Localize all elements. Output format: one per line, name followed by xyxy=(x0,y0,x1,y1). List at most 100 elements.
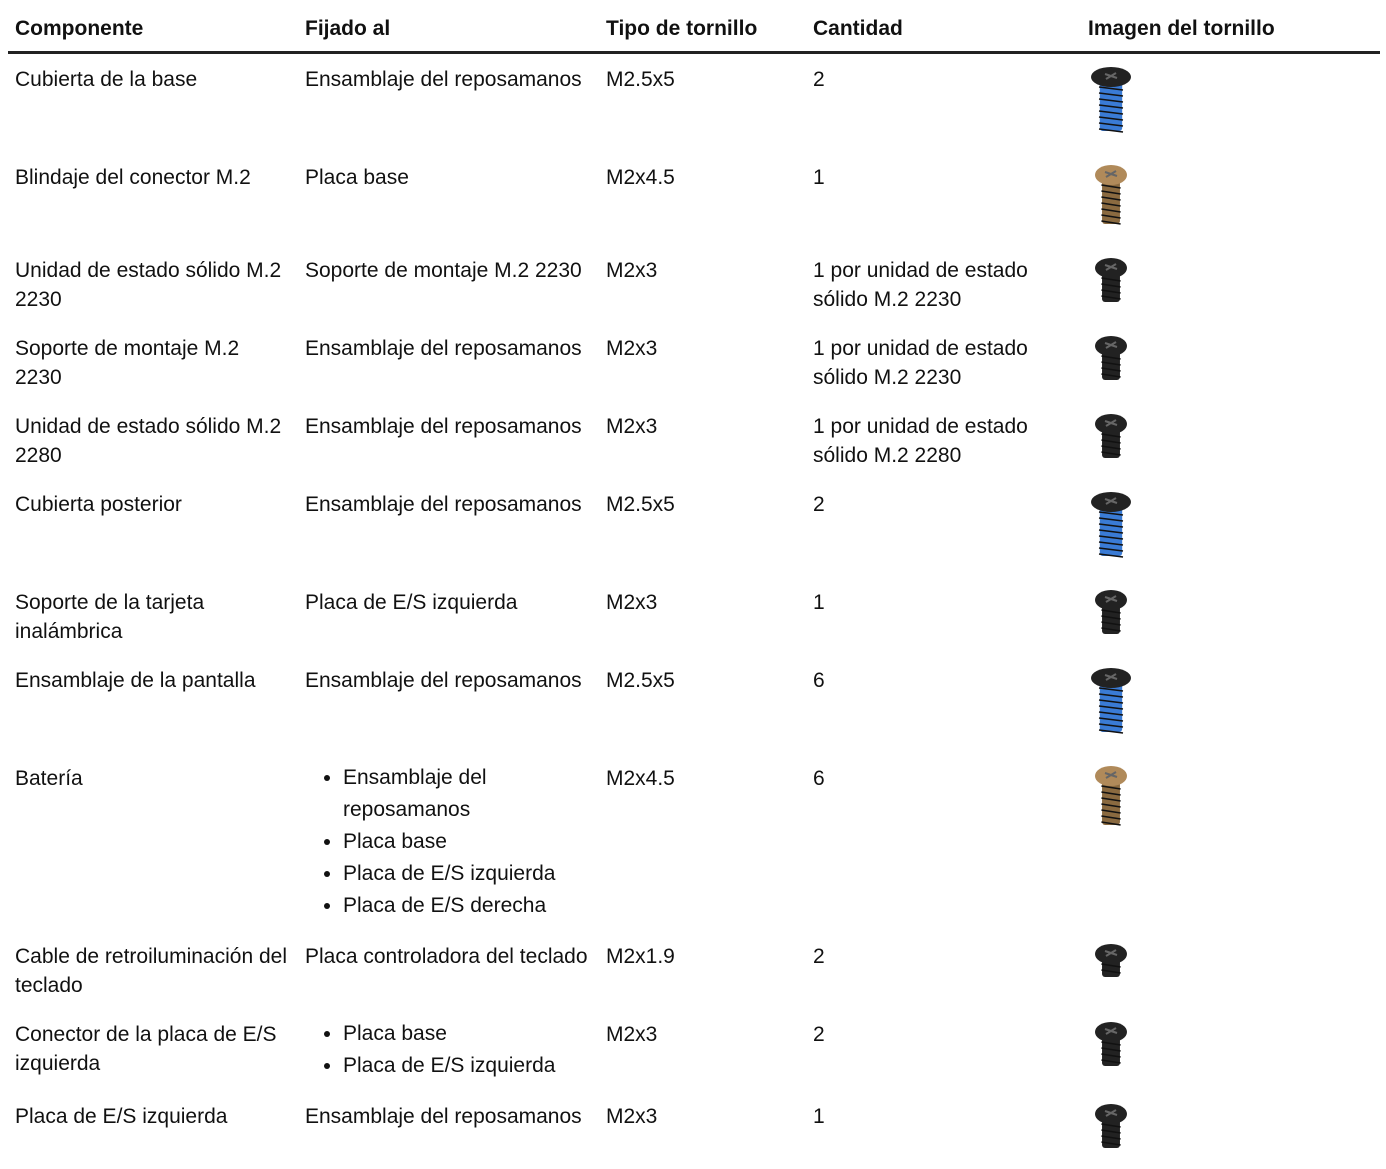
image-cell xyxy=(1081,479,1380,577)
cell: 2 xyxy=(813,68,825,91)
cell: Placa de E/S izquierda xyxy=(305,591,518,614)
column-header: Componente xyxy=(8,12,298,54)
column-header: Cantidad xyxy=(806,12,1081,54)
bullet-list: Placa basePlaca de E/S izquierda xyxy=(305,1018,592,1082)
image-cell xyxy=(1081,323,1380,401)
cell: Unidad de estado sólido M.2 2230 xyxy=(15,259,282,311)
cell: Cubierta de la base xyxy=(15,68,198,91)
cell: Blindaje del conector M.2 xyxy=(15,166,251,189)
bullet-item: Placa de E/S izquierda xyxy=(343,1050,592,1082)
bullet-item: Placa base xyxy=(343,826,592,858)
table-row: Soporte de la tarjeta inalámbrica Placa d… xyxy=(8,577,1380,655)
screw-image xyxy=(1095,336,1127,380)
image-cell xyxy=(1081,753,1380,931)
screw-image xyxy=(1095,1022,1127,1066)
bullet-item: Placa base xyxy=(343,1018,592,1050)
page: Componente Fijado al Tipo de tornillo Canti… xyxy=(0,0,1386,1126)
image-cell xyxy=(1081,1009,1380,1091)
cell: M2.5x5 xyxy=(606,68,675,91)
bullet-item: Placa de E/S izquierda xyxy=(343,858,592,890)
bullet-list: Ensamblaje del reposamanosPlaca basePlac… xyxy=(305,762,592,922)
cell: Cable de retroiluminación del teclado xyxy=(15,945,287,997)
table-row: Soporte de montaje M.2 2230 Ensamblaje de… xyxy=(8,323,1380,401)
cell: Placa de E/S izquierda xyxy=(15,1105,228,1128)
image-cell xyxy=(1081,53,1380,153)
table-row: Ensamblaje de la pantalla Ensamblaje del … xyxy=(8,655,1380,753)
cell: M2x3 xyxy=(606,337,658,360)
screw-image xyxy=(1095,414,1127,458)
cell: 6 xyxy=(813,767,825,790)
cell: Ensamblaje del reposamanos xyxy=(305,337,582,360)
cell: Ensamblaje de la pantalla xyxy=(15,669,256,692)
column-header: Imagen del tornillo xyxy=(1081,12,1380,54)
cell: 6 xyxy=(813,669,825,692)
image-cell xyxy=(1081,152,1380,245)
cell: 2 xyxy=(813,1023,825,1046)
header-row: Componente Fijado al Tipo de tornillo Canti… xyxy=(8,12,1380,54)
cell: Cubierta posterior xyxy=(15,493,182,516)
cell: M2x3 xyxy=(606,415,658,438)
table-row: Cubierta de la base Ensamblaje del reposa… xyxy=(8,53,1380,153)
cell: M2x3 xyxy=(606,259,658,282)
screw-image xyxy=(1095,165,1127,225)
cell: M2x3 xyxy=(606,1105,658,1128)
cell: Ensamblaje del reposamanos xyxy=(305,493,582,516)
table-row: Conector de la placa de E/S izquierda Pla… xyxy=(8,1009,1380,1091)
screw-image xyxy=(1091,67,1131,133)
bullet-item: Placa de E/S derecha xyxy=(343,890,592,922)
cell: 2 xyxy=(813,493,825,516)
image-cell xyxy=(1081,655,1380,753)
cell: 1 por unidad de estado sólido M.2 2230 xyxy=(813,259,1028,311)
table-row: Blindaje del conector M.2 Placa base M2x4.… xyxy=(8,152,1380,245)
column-header: Fijado al xyxy=(298,12,599,54)
cell: Soporte de la tarjeta inalámbrica xyxy=(15,591,205,643)
cell: Placa base xyxy=(305,166,409,189)
table-row: Placa de E/S izquierda Ensamblaje del rep… xyxy=(8,1091,1380,1169)
cell: 1 xyxy=(813,166,825,189)
cell: Ensamblaje del reposamanos xyxy=(305,415,582,438)
cell: M2x4.5 xyxy=(606,767,675,790)
cell: 1 xyxy=(813,1105,825,1128)
cell: Batería xyxy=(15,767,83,790)
cell: 2 xyxy=(813,945,825,968)
cell: Placa basePlaca de E/S izquierda xyxy=(298,1009,599,1091)
table-row: Cubierta posterior Ensamblaje del reposam… xyxy=(8,479,1380,577)
screw-image xyxy=(1091,492,1131,558)
table-row: Unidad de estado sólido M.2 2280 Ensambla… xyxy=(8,401,1380,479)
cell: 1 por unidad de estado sólido M.2 2280 xyxy=(813,415,1028,467)
screw-image xyxy=(1095,258,1127,302)
cell: 1 xyxy=(813,591,825,614)
cell: Placa controladora del teclado xyxy=(305,945,588,968)
cell: Ensamblaje del reposamanos xyxy=(305,669,582,692)
cell: M2x4.5 xyxy=(606,166,675,189)
cell: M2x1.9 xyxy=(606,945,675,968)
cell: Ensamblaje del reposamanos xyxy=(305,68,582,91)
image-cell xyxy=(1081,931,1380,1009)
screw-image xyxy=(1095,590,1127,634)
cell: Ensamblaje del reposamanos xyxy=(305,1105,582,1128)
screw-image xyxy=(1091,668,1131,734)
cell: M2.5x5 xyxy=(606,493,675,516)
cell: Unidad de estado sólido M.2 2280 xyxy=(15,415,282,467)
table-row: Unidad de estado sólido M.2 2230 Soporte … xyxy=(8,245,1380,323)
cell: M2.5x5 xyxy=(606,669,675,692)
cell: Soporte de montaje M.2 2230 xyxy=(15,337,240,389)
cell: M2x3 xyxy=(606,1023,658,1046)
screw-table: Componente Fijado al Tipo de tornillo Canti… xyxy=(8,12,1380,1169)
screw-image xyxy=(1095,944,1127,977)
screw-image xyxy=(1095,766,1127,826)
image-cell xyxy=(1081,245,1380,323)
cell: Ensamblaje del reposamanosPlaca basePlac… xyxy=(298,753,599,931)
image-cell xyxy=(1081,401,1380,479)
table-row: Cable de retroiluminación del teclado Pla… xyxy=(8,931,1380,1009)
image-cell xyxy=(1081,1091,1380,1169)
cell: Conector de la placa de E/S izquierda xyxy=(15,1023,277,1075)
column-header: Tipo de tornillo xyxy=(599,12,806,54)
table-row: Batería Ensamblaje del reposamanosPlaca b… xyxy=(8,753,1380,931)
bullet-item: Ensamblaje del reposamanos xyxy=(343,762,592,826)
image-cell xyxy=(1081,577,1380,655)
screw-image xyxy=(1095,1104,1127,1148)
cell: M2x3 xyxy=(606,591,658,614)
cell: 1 por unidad de estado sólido M.2 2230 xyxy=(813,337,1028,389)
cell: Soporte de montaje M.2 2230 xyxy=(305,259,582,282)
